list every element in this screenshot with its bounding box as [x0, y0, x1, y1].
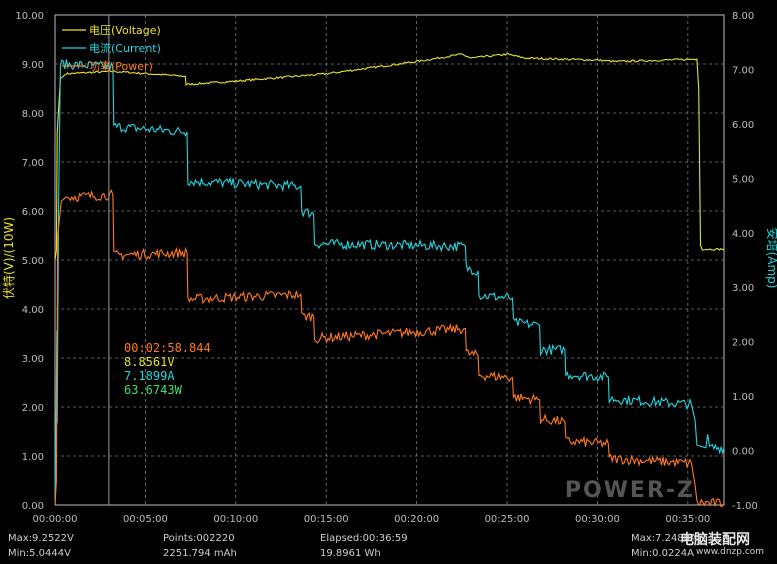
- legend-power-label[interactable]: 功率(Power): [89, 59, 153, 73]
- plot-frame: [54, 14, 725, 506]
- status-elapsed: Elapsed:00:36:59: [320, 533, 408, 544]
- left-tick-label: 1.00: [22, 452, 44, 463]
- left-tick-label: 3.00: [22, 354, 44, 365]
- right-axis-label: 安培(Amp): [765, 228, 777, 289]
- left-tick-label: 2.00: [22, 403, 44, 414]
- legend-voltage-label[interactable]: 电压(Voltage): [89, 24, 161, 37]
- right-axis-ticks: -1.00 0.00 1.00 2.00 3.00 4.00 5.00 6.00 7.00 8.0…: [732, 11, 758, 512]
- x-tick-label: 00:00:00: [33, 514, 78, 525]
- x-tick-label: 00:15:00: [304, 514, 349, 525]
- x-tick-label: 00:20:00: [394, 514, 439, 525]
- left-tick-label: 0.00: [22, 501, 44, 512]
- status-bar: Max:9.2522V Min:5.0444V Points:002220 22…: [0, 530, 777, 564]
- x-tick-label: 00:25:00: [485, 514, 530, 525]
- left-tick-label: 6.00: [22, 207, 44, 218]
- left-tick-label: 10.00: [15, 11, 44, 22]
- left-axis-ticks: 0.00 1.00 2.00 3.00 4.00 5.00 6.00 7.00 8.00 9.00…: [15, 11, 44, 512]
- readout-voltage: 8.8561V: [124, 355, 175, 369]
- status-min-current: Min:0.0224A: [631, 548, 694, 559]
- left-tick-label: 9.00: [22, 60, 44, 71]
- status-points: Points:002220: [163, 533, 235, 544]
- right-tick-label: 1.00: [732, 392, 754, 403]
- left-axis-label: 伏特(V)/(10W): [1, 217, 16, 299]
- site-watermark-name: 电脑装配网: [680, 532, 750, 548]
- chart: 0.00 1.00 2.00 3.00 4.00 5.00 6.00 7.00 8.00 9.00…: [1, 11, 777, 525]
- right-tick-label: 8.00: [732, 11, 754, 22]
- legend-current-label[interactable]: 电流(Current): [89, 41, 161, 55]
- series-lines: [54, 52, 725, 508]
- status-min-voltage: Min:5.0444V: [8, 548, 71, 559]
- status-energy: 19.8961 Wh: [320, 548, 381, 559]
- x-tick-label: 00:05:00: [123, 514, 168, 525]
- left-tick-label: 7.00: [22, 158, 44, 169]
- site-watermark-url: www.dnzp.com: [696, 547, 765, 557]
- left-tick-label: 4.00: [22, 305, 44, 316]
- x-tick-label: 00:30:00: [575, 514, 620, 525]
- x-axis-ticks: 00:00:00 00:05:00 00:10:00 00:15:00 00:20:00…: [33, 514, 711, 525]
- right-tick-label: 3.00: [732, 283, 754, 294]
- right-tick-label: 6.00: [732, 120, 754, 131]
- readout-current: 7.1899A: [124, 369, 175, 383]
- voltage-line[interactable]: [54, 52, 725, 261]
- left-tick-label: 8.00: [22, 109, 44, 120]
- grid: [54, 14, 725, 506]
- right-tick-label: -1.00: [732, 501, 758, 512]
- cursor-readout: 00:02:58.844 8.8561V 7.1899A 63.6743W: [124, 341, 211, 397]
- current-line[interactable]: [54, 59, 725, 506]
- status-max-current: Max:7.2480A: [631, 533, 697, 544]
- right-tick-label: 5.00: [732, 174, 754, 185]
- status-capacity: 2251.794 mAh: [163, 548, 237, 559]
- readout-power: 63.6743W: [124, 383, 183, 397]
- legend: 电压(Voltage) 电流(Current) 功率(Power): [62, 24, 161, 73]
- right-tick-label: 0.00: [732, 447, 754, 458]
- left-tick-label: 5.00: [22, 256, 44, 267]
- x-tick-label: 00:10:00: [213, 514, 258, 525]
- right-tick-label: 7.00: [732, 65, 754, 76]
- x-tick-label: 00:35:00: [665, 514, 710, 525]
- right-tick-label: 4.00: [732, 229, 754, 240]
- right-tick-label: 2.00: [732, 338, 754, 349]
- readout-time: 00:02:58.844: [124, 341, 211, 355]
- status-max-voltage: Max:9.2522V: [8, 533, 74, 544]
- power-line[interactable]: [54, 188, 725, 508]
- power-z-logo: POWER-Z: [565, 478, 695, 503]
